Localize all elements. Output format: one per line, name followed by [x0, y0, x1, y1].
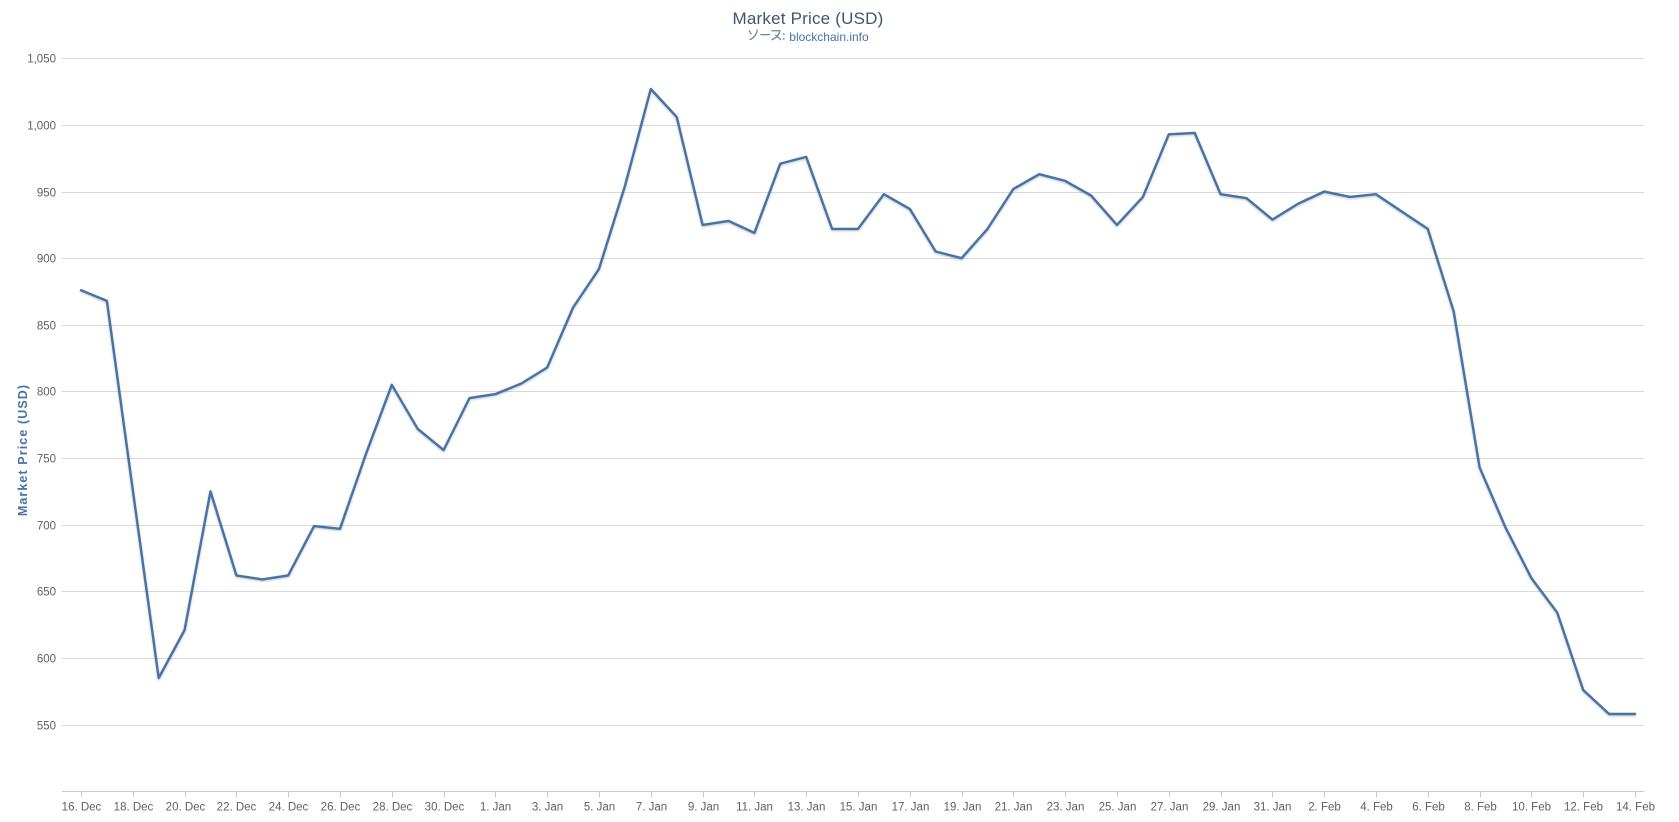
x-axis-label: 17. Jan	[892, 802, 930, 814]
x-axis-label: 25. Jan	[1099, 802, 1137, 814]
y-axis-title: Market Price (USD)	[16, 383, 30, 517]
x-axis-label: 13. Jan	[788, 802, 826, 814]
x-axis-label: 23. Jan	[1047, 802, 1085, 814]
y-axis-label: 1,000	[27, 121, 56, 133]
x-axis-label: 31. Jan	[1254, 802, 1292, 814]
x-axis-label: 3. Jan	[532, 802, 563, 814]
x-axis-label: 27. Jan	[1151, 802, 1189, 814]
x-axis-label: 6. Feb	[1412, 802, 1445, 814]
x-axis-label: 14. Feb	[1616, 802, 1655, 814]
x-axis-label: 16. Dec	[62, 802, 102, 814]
y-axis-label: 900	[37, 254, 56, 266]
x-axis-label: 7. Jan	[636, 802, 667, 814]
chart-title: Market Price (USD)	[732, 9, 884, 28]
y-axis-label: 850	[37, 321, 56, 333]
x-axis-label: 10. Feb	[1512, 802, 1551, 814]
chart-header: Market Price (USD)	[0, 9, 1616, 29]
y-axis-label: 1,050	[27, 54, 56, 66]
x-axis-label: 18. Dec	[114, 802, 154, 814]
chart-subtitle: ソース: blockchain.info	[0, 29, 1616, 45]
katakana-source-glyphs	[748, 29, 785, 41]
x-axis-label: 9. Jan	[688, 802, 719, 814]
y-axis-label: 650	[37, 587, 56, 599]
y-axis-label: 600	[37, 654, 56, 666]
y-axis-label: 950	[37, 188, 56, 200]
x-axis-label: 1. Jan	[480, 802, 511, 814]
x-axis-label: 15. Jan	[840, 802, 878, 814]
price-line-series[interactable]	[79, 87, 1637, 716]
y-axis-label: 700	[37, 521, 56, 533]
y-axis-label: 550	[37, 721, 56, 733]
x-axis-label: 11. Jan	[736, 802, 773, 814]
x-axis-label: 4. Feb	[1360, 802, 1393, 814]
x-axis-label: 26. Dec	[321, 802, 361, 814]
y-axis-label: 800	[37, 387, 56, 399]
x-axis-label: 22. Dec	[217, 802, 257, 814]
x-axis-label: 29. Jan	[1203, 802, 1241, 814]
x-axis-label: 28. Dec	[373, 802, 413, 814]
x-axis-label: 30. Dec	[425, 802, 465, 814]
x-axis-label: 19. Jan	[944, 802, 982, 814]
source-prefix-label: ソース:	[747, 29, 785, 45]
y-axis-label: 750	[37, 454, 56, 466]
x-axis-label: 24. Dec	[269, 802, 309, 814]
x-axis-label: 2. Feb	[1308, 802, 1341, 814]
x-axis-label: 20. Dec	[166, 802, 206, 814]
x-axis-label: 5. Jan	[584, 802, 615, 814]
x-axis-label: 8. Feb	[1464, 802, 1497, 814]
x-axis-label: 21. Jan	[995, 802, 1033, 814]
subtitle-source-link[interactable]: blockchain.info	[789, 30, 869, 44]
x-axis-label: 12. Feb	[1564, 802, 1603, 814]
